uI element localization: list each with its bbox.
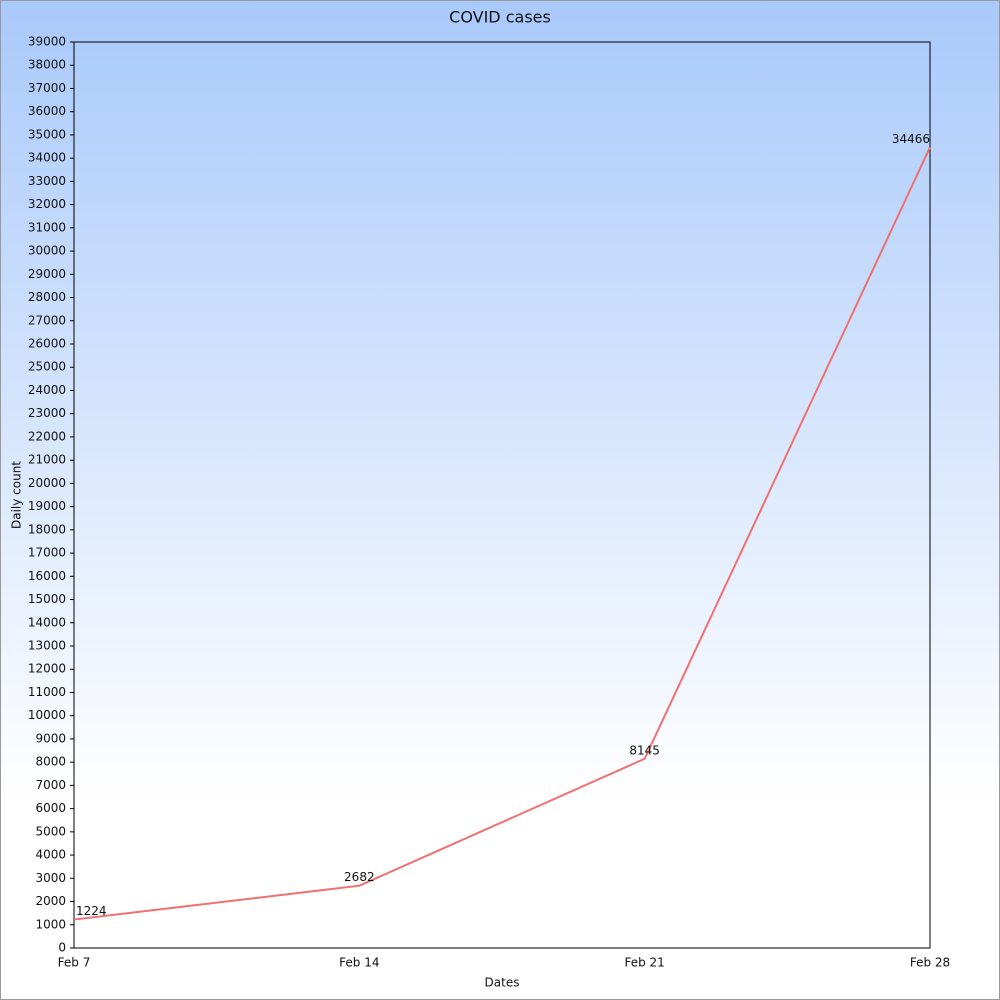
- x-tick-label: Feb 7: [58, 956, 91, 970]
- x-tick-label: Feb 21: [624, 956, 664, 970]
- y-tick-label: 34000: [28, 151, 66, 165]
- data-label: 1224: [76, 904, 107, 918]
- y-tick-label: 37000: [28, 81, 66, 95]
- y-tick-label: 36000: [28, 104, 66, 118]
- y-tick-label: 7000: [35, 778, 66, 792]
- y-tick-label: 23000: [28, 406, 66, 420]
- y-tick-label: 26000: [28, 337, 66, 351]
- y-tick-label: 0: [58, 941, 66, 955]
- y-tick-label: 16000: [28, 569, 66, 583]
- y-tick-label: 1000: [35, 917, 66, 931]
- y-tick-label: 29000: [28, 267, 66, 281]
- y-tick-label: 13000: [28, 639, 66, 653]
- data-label: 34466: [892, 132, 930, 146]
- x-axis-title: Dates: [485, 976, 520, 990]
- y-tick-label: 39000: [28, 35, 66, 49]
- y-tick-label: 3000: [35, 871, 66, 885]
- y-tick-label: 38000: [28, 58, 66, 72]
- x-tick-label: Feb 14: [339, 956, 379, 970]
- data-label: 8145: [629, 743, 660, 757]
- y-tick-label: 8000: [35, 755, 66, 769]
- plot-area: [73, 41, 931, 949]
- y-tick-label: 25000: [28, 360, 66, 374]
- y-tick-label: 12000: [28, 662, 66, 676]
- y-tick-label: 24000: [28, 383, 66, 397]
- line: [73, 146, 931, 921]
- y-tick-label: 19000: [28, 499, 66, 513]
- y-tick-label: 28000: [28, 290, 66, 304]
- y-tick-label: 4000: [35, 848, 66, 862]
- y-tick-label: 33000: [28, 174, 66, 188]
- y-tick-label: 32000: [28, 197, 66, 211]
- y-tick-label: 35000: [28, 127, 66, 141]
- y-tick-label: 27000: [28, 313, 66, 327]
- y-axis-title: Daily count: [10, 461, 24, 529]
- y-tick-label: 9000: [35, 731, 66, 745]
- y-tick-label: 11000: [28, 685, 66, 699]
- y-tick-label: 5000: [35, 824, 66, 838]
- y-tick-label: 17000: [28, 546, 66, 560]
- chart-title: COVID cases: [449, 8, 551, 27]
- y-tick-label: 21000: [28, 453, 66, 467]
- y-tick-label: 31000: [28, 220, 66, 234]
- y-tick-label: 18000: [28, 522, 66, 536]
- y-tick-label: 20000: [28, 476, 66, 490]
- y-tick-label: 6000: [35, 801, 66, 815]
- y-tick-label: 30000: [28, 244, 66, 258]
- y-tick-label: 14000: [28, 615, 66, 629]
- y-tick-label: 2000: [35, 894, 66, 908]
- data-label: 2682: [344, 870, 375, 884]
- y-tick-label: 22000: [28, 429, 66, 443]
- y-tick-label: 15000: [28, 592, 66, 606]
- x-tick-label: Feb 28: [910, 956, 950, 970]
- y-tick-label: 10000: [28, 708, 66, 722]
